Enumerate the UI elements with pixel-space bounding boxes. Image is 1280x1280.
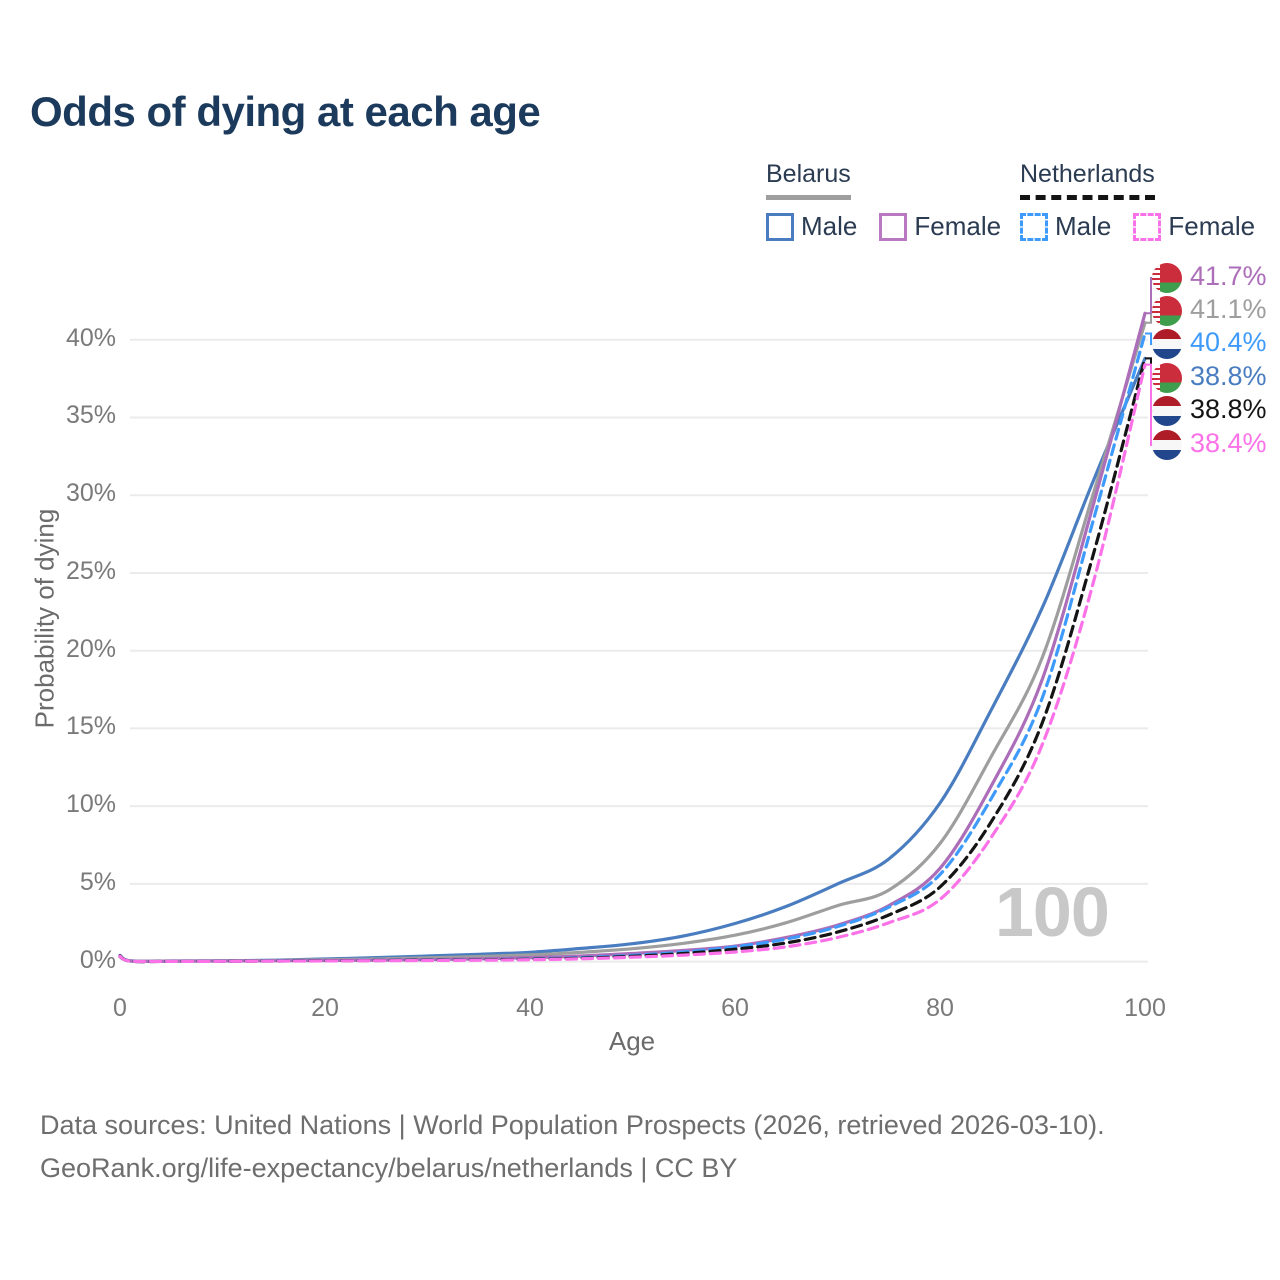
netherlands-female-swatch-icon	[1133, 212, 1162, 241]
belarus-male-swatch-icon	[766, 212, 794, 241]
y-tick-label: 25%	[65, 556, 116, 585]
x-tick-label: 100	[1124, 994, 1166, 1022]
legend-item-netherlands-female[interactable]: Female	[1133, 211, 1255, 242]
x-tick-label: 20	[311, 994, 339, 1022]
series-line-netherlands-female	[118, 363, 1147, 964]
footer: Data sources: United Nations | World Pop…	[40, 1104, 1105, 1190]
x-tick-label: 40	[516, 994, 544, 1022]
y-tick-label: 20%	[65, 634, 116, 663]
page-title: Odds of dying at each age	[30, 88, 541, 135]
y-tick-label: 30%	[65, 479, 116, 508]
belarus-flag-icon	[1152, 296, 1182, 326]
netherlands-flag-icon	[1152, 430, 1182, 460]
y-tick-label: 5%	[79, 867, 116, 896]
series-line-netherlands-male	[118, 331, 1147, 964]
x-axis-title: Age	[608, 1026, 656, 1056]
y-tick-label: 10%	[65, 790, 116, 819]
series-line-belarus-male	[118, 356, 1147, 963]
belarus-female-swatch-icon	[879, 212, 908, 241]
end-label-value-belarus-female: 41.7%	[1190, 261, 1267, 291]
legend-country-belarus: Belarus	[766, 160, 851, 200]
y-tick-label: 15%	[65, 712, 116, 741]
legend-item-belarus-male[interactable]: Male	[766, 211, 857, 242]
y-tick-label: 0%	[79, 945, 116, 974]
legend-item-netherlands-male[interactable]: Male	[1020, 211, 1111, 242]
age-counter-watermark: 100	[995, 873, 1110, 951]
series-line-belarus-female	[118, 311, 1147, 963]
legend-label-belarus-male: Male	[801, 211, 858, 241]
end-label-value-belarus: 41.1%	[1190, 294, 1267, 324]
end-label-value-netherlands-male: 40.4%	[1190, 327, 1267, 357]
legend-label-netherlands-male: Male	[1055, 211, 1112, 241]
legend-country-netherlands: Netherlands	[1020, 160, 1155, 200]
x-tick-label: 0	[113, 994, 127, 1022]
end-label-value-belarus-male: 38.8%	[1190, 361, 1267, 391]
footer-sources: Data sources: United Nations | World Pop…	[40, 1110, 1105, 1140]
legend-item-belarus-female[interactable]: Female	[879, 211, 1001, 242]
legend-group-belarus: Belarus Male Female	[766, 160, 1023, 242]
netherlands-flag-icon	[1152, 329, 1182, 359]
legend-group-netherlands: Netherlands Male Female	[1020, 160, 1277, 242]
footer-attribution: GeoRank.org/life-expectancy/belarus/neth…	[40, 1153, 738, 1183]
y-tick-label: 40%	[65, 323, 116, 352]
belarus-flag-icon	[1152, 363, 1182, 393]
series-line-netherlands	[118, 356, 1147, 964]
y-tick-label: 35%	[65, 401, 116, 430]
legend-label-belarus-female: Female	[914, 211, 1002, 241]
end-label-value-netherlands-female: 38.4%	[1190, 428, 1267, 458]
end-label-value-netherlands: 38.8%	[1190, 394, 1267, 424]
x-tick-label: 60	[721, 994, 749, 1022]
netherlands-male-swatch-icon	[1020, 212, 1048, 241]
x-tick-label: 80	[926, 994, 954, 1022]
netherlands-flag-icon	[1152, 396, 1182, 426]
legend-label-netherlands-female: Female	[1168, 211, 1256, 241]
belarus-flag-icon	[1152, 263, 1182, 293]
